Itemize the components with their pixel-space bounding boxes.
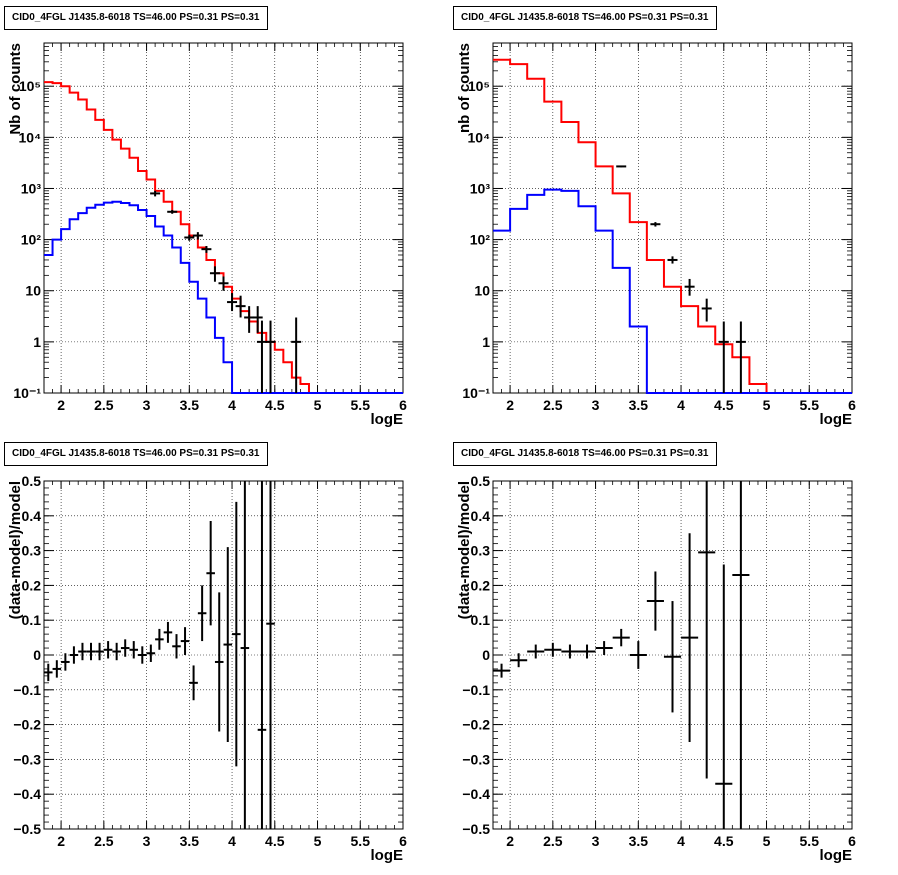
y-tick-label: 0.5	[471, 473, 491, 489]
x-tick-label: 4.5	[265, 397, 285, 413]
x-tick-label: 6	[399, 397, 407, 413]
y-tick-label: 10³	[21, 180, 42, 196]
histogram-series	[44, 81, 403, 394]
x-tick-label: 4.5	[265, 833, 285, 849]
x-tick-label: 5.5	[800, 833, 820, 849]
x-tick-label: 5	[763, 833, 771, 849]
x-tick-label: 6	[848, 397, 856, 413]
y-axis-label: nb of counts	[456, 43, 473, 133]
x-tick-label: 3.5	[629, 833, 649, 849]
histogram-series	[44, 200, 403, 394]
plot-frame	[492, 42, 853, 394]
y-tick-label: 0.1	[471, 612, 491, 628]
x-tick-label: 3	[143, 833, 151, 849]
x-tick-label: 5	[763, 397, 771, 413]
chart-bottom-right: 2 2.5 3 3.5 4 4.5 5 5.5 6 −0.5 −0.4 −0.3 −0.2 −0.1 0 0.…	[456, 473, 856, 864]
x-tick-label: 4	[677, 833, 685, 849]
x-axis-label: logE	[371, 847, 404, 864]
y-tick-label: 10⁻¹	[462, 385, 490, 401]
chart-top-right: 2 2.5 3 3.5 4 4.5 5 5.5 6 10⁻¹ 1 10 10² 10³ 10⁴ 10⁵ logE…	[456, 42, 856, 428]
chart-title: CID0_4FGL J1435.8-6018 TS=46.00 PS=0.31 …	[453, 6, 717, 30]
y-tick-label: 1	[482, 334, 490, 350]
x-tick-label: 6	[848, 833, 856, 849]
x-tick-label: 4	[228, 833, 236, 849]
x-tick-label: 5	[314, 833, 322, 849]
x-tick-label: 3	[592, 397, 600, 413]
y-tick-label: 10³	[470, 180, 491, 196]
chart-bottom-left: 2 2.5 3 3.5 4 4.5 5 5.5 6 −0.5 −0.4 −0.3 −0.2 −0.1 0 0.…	[7, 473, 407, 864]
y-tick-label: −0.3	[462, 751, 490, 767]
x-tick-label: 3.5	[629, 397, 649, 413]
x-tick-label: 5.5	[800, 397, 820, 413]
x-tick-label: 3	[143, 397, 151, 413]
pane-top-left: 2 2.5 3 3.5 4 4.5 5 5.5 6 10⁻¹ 1 10 10² 10³ 10⁴ 10⁵ logE…	[0, 0, 449, 438]
y-tick-label: 10	[25, 283, 41, 299]
x-tick-label: 2	[57, 833, 65, 849]
y-tick-label: 10⁵	[468, 78, 490, 94]
y-tick-label: −0.4	[13, 786, 41, 802]
histogram-series	[493, 188, 852, 394]
x-axis-label: logE	[371, 411, 404, 428]
x-axis-label: logE	[820, 411, 853, 428]
y-tick-label: 0	[482, 647, 490, 663]
x-tick-label: 6	[399, 833, 407, 849]
x-tick-label: 4.5	[714, 833, 734, 849]
chart-title: CID0_4FGL J1435.8-6018 TS=46.00 PS=0.31 …	[453, 442, 717, 466]
y-tick-label: −0.2	[462, 717, 490, 733]
y-tick-label: 0.3	[471, 543, 491, 559]
y-axis-label: Nb of counts	[7, 43, 24, 135]
x-tick-label: 3.5	[180, 833, 200, 849]
y-tick-label: 0.4	[22, 508, 42, 524]
y-tick-label: 0.1	[22, 612, 42, 628]
y-tick-label: 0.5	[22, 473, 42, 489]
y-tick-label: −0.1	[13, 682, 41, 698]
x-tick-label: 4	[228, 397, 236, 413]
y-tick-label: −0.5	[13, 821, 41, 837]
y-tick-label: 0.3	[22, 543, 42, 559]
y-tick-label: 10²	[470, 232, 491, 248]
x-tick-label: 2	[506, 833, 514, 849]
y-tick-label: 10⁻¹	[13, 385, 41, 401]
plot-frame	[43, 480, 404, 830]
y-tick-label: −0.4	[462, 786, 490, 802]
y-tick-label: −0.3	[13, 751, 41, 767]
y-tick-label: 10²	[21, 232, 42, 248]
x-tick-label: 2.5	[94, 397, 114, 413]
chart-top-left: 2 2.5 3 3.5 4 4.5 5 5.5 6 10⁻¹ 1 10 10² 10³ 10⁴ 10⁵ logE…	[7, 42, 407, 428]
y-tick-label: 0.2	[471, 577, 491, 593]
y-tick-label: −0.1	[462, 682, 490, 698]
y-tick-label: 0.4	[471, 508, 491, 524]
x-tick-label: 4	[677, 397, 685, 413]
y-tick-label: 10⁴	[19, 129, 42, 145]
y-tick-label: 10	[474, 283, 490, 299]
x-tick-label: 5	[314, 397, 322, 413]
pane-bottom-left: 2 2.5 3 3.5 4 4.5 5 5.5 6 −0.5 −0.4 −0.3 −0.2 −0.1 0 0.…	[0, 438, 449, 875]
y-axis-label: (data-model)/model	[456, 481, 473, 619]
pane-bottom-right: 2 2.5 3 3.5 4 4.5 5 5.5 6 −0.5 −0.4 −0.3 −0.2 −0.1 0 0.…	[449, 438, 898, 875]
chart-title: CID0_4FGL J1435.8-6018 TS=46.00 PS=0.31 …	[4, 6, 268, 30]
x-tick-label: 5.5	[351, 397, 371, 413]
x-tick-label: 5.5	[351, 833, 371, 849]
x-tick-label: 2.5	[543, 833, 563, 849]
x-tick-label: 2.5	[94, 833, 114, 849]
y-tick-label: 0.2	[22, 577, 42, 593]
chart-title: CID0_4FGL J1435.8-6018 TS=46.00 PS=0.31 …	[4, 442, 268, 466]
x-tick-label: 2	[506, 397, 514, 413]
y-tick-label: 10⁴	[468, 129, 491, 145]
x-axis-label: logE	[820, 847, 853, 864]
x-tick-label: 2.5	[543, 397, 563, 413]
y-tick-label: 10⁵	[19, 78, 41, 94]
y-axis-label: (data-model)/model	[7, 481, 24, 619]
x-tick-label: 4.5	[714, 397, 734, 413]
histogram-series	[493, 58, 852, 394]
x-tick-label: 2	[57, 397, 65, 413]
y-tick-label: 1	[33, 334, 41, 350]
y-tick-label: 0	[33, 647, 41, 663]
y-tick-label: −0.2	[13, 717, 41, 733]
pane-top-right: 2 2.5 3 3.5 4 4.5 5 5.5 6 10⁻¹ 1 10 10² 10³ 10⁴ 10⁵ logE…	[449, 0, 898, 438]
x-tick-label: 3	[592, 833, 600, 849]
x-tick-label: 3.5	[180, 397, 200, 413]
y-tick-label: −0.5	[462, 821, 490, 837]
